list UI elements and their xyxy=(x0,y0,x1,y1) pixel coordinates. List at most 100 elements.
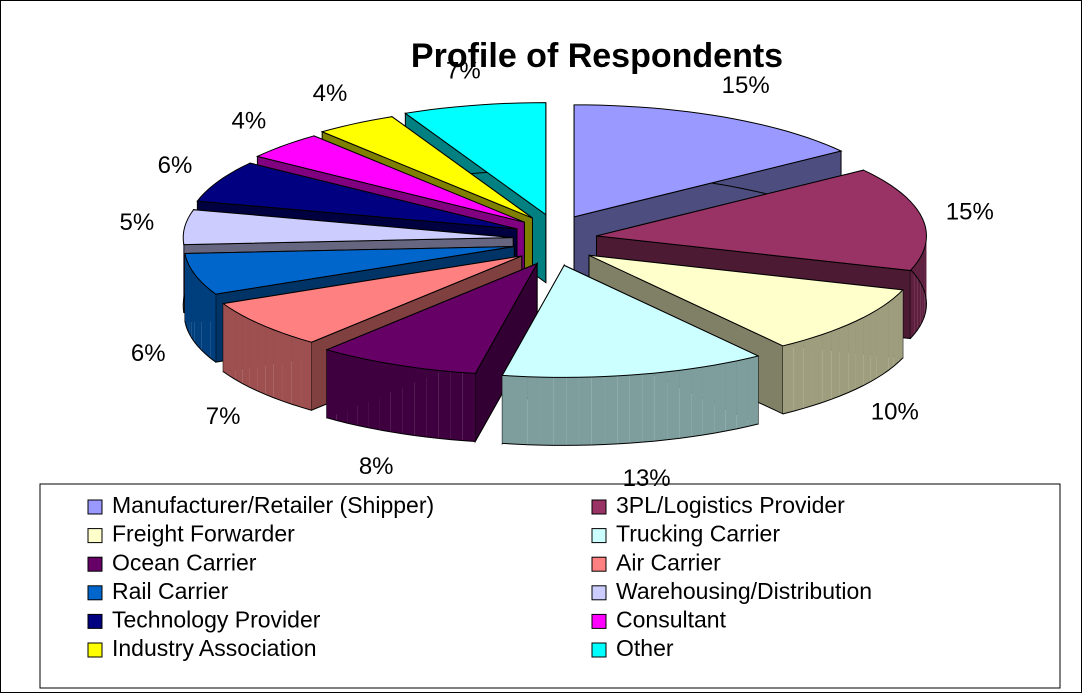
legend-swatch xyxy=(88,557,102,571)
slice-side xyxy=(920,253,922,325)
slice-side xyxy=(502,375,515,444)
slice-side xyxy=(566,377,579,445)
slice-side xyxy=(899,290,903,362)
slice-side xyxy=(189,266,191,338)
slice-side xyxy=(223,304,229,376)
legend-swatch xyxy=(592,500,606,514)
slice-side xyxy=(655,372,667,441)
slice-side xyxy=(783,343,793,414)
slice-side xyxy=(726,361,737,431)
slice-side xyxy=(463,373,475,442)
slice-side xyxy=(831,328,840,399)
legend-swatch xyxy=(592,529,606,543)
slice-side xyxy=(914,262,917,334)
legend-label: Other xyxy=(616,635,674,661)
legend-swatch xyxy=(592,586,606,600)
slice-side xyxy=(813,334,822,405)
data-label: 6% xyxy=(131,340,166,367)
slice-side xyxy=(894,294,899,366)
slice-side xyxy=(679,369,691,439)
slice-side xyxy=(803,338,813,409)
slice-side xyxy=(667,370,679,439)
legend-swatch xyxy=(592,643,606,657)
legend-swatch xyxy=(88,500,102,514)
slice-side xyxy=(922,249,924,321)
legend-label: Technology Provider xyxy=(112,606,321,632)
slice-side xyxy=(450,372,462,441)
slice-side xyxy=(211,290,216,362)
legend-swatch xyxy=(88,643,102,657)
slice-side xyxy=(642,373,654,442)
slice-side xyxy=(185,253,186,325)
legend-swatch xyxy=(592,557,606,571)
slice-side xyxy=(195,274,198,346)
slice-side xyxy=(206,286,211,358)
data-label: 13% xyxy=(623,465,671,492)
slice-side xyxy=(438,370,450,439)
slice-side xyxy=(402,366,414,436)
legend-label: Trucking Carrier xyxy=(616,521,780,547)
slice-side xyxy=(910,266,914,338)
data-label: 5% xyxy=(120,209,155,236)
slice-side xyxy=(592,377,605,445)
data-label: 8% xyxy=(359,453,394,480)
legend-swatch xyxy=(88,614,102,628)
legend-label: Industry Association xyxy=(112,635,317,661)
slice-side xyxy=(540,377,553,445)
slice-side xyxy=(877,306,883,378)
legend-label: Air Carrier xyxy=(616,549,721,575)
data-label: 6% xyxy=(158,152,193,179)
slice-side xyxy=(714,363,725,433)
slice-side xyxy=(924,245,925,317)
slice-side xyxy=(235,312,242,384)
legend-label: Freight Forwarder xyxy=(112,521,295,547)
data-label: 4% xyxy=(313,80,348,107)
slice-side xyxy=(192,270,195,342)
slice-side xyxy=(870,310,877,382)
data-label: 10% xyxy=(871,398,919,425)
slice-side xyxy=(840,325,848,396)
slice-side xyxy=(617,375,630,444)
slice-side xyxy=(283,333,292,404)
slice-side xyxy=(229,308,235,380)
legend-label: Rail Carrier xyxy=(112,578,229,604)
slice-side xyxy=(856,318,863,390)
slice-side xyxy=(426,369,438,438)
slice-side xyxy=(822,331,831,402)
slice-side xyxy=(691,367,703,437)
slice-side xyxy=(242,315,249,387)
data-label: 4% xyxy=(231,108,266,135)
slice-side xyxy=(553,377,566,445)
data-label: 7% xyxy=(446,57,481,84)
legend-label: Warehousing/Distribution xyxy=(616,578,872,604)
slice-side xyxy=(249,319,257,391)
slice-side xyxy=(358,358,369,428)
slice-side xyxy=(198,278,202,350)
legend-label: Consultant xyxy=(616,606,727,632)
slice-side xyxy=(202,282,206,354)
slice-side xyxy=(186,258,187,330)
slice-side xyxy=(737,358,748,428)
slice-side xyxy=(337,353,347,424)
slice-side xyxy=(848,321,856,393)
slice-side xyxy=(301,339,311,410)
slice-side xyxy=(748,356,759,426)
legend-label: Ocean Carrier xyxy=(112,549,257,575)
slice-side xyxy=(265,326,273,397)
slice-side xyxy=(883,302,889,374)
legend-label: 3PL/Logistics Provider xyxy=(616,492,845,518)
slice-side xyxy=(579,377,592,445)
slice-side xyxy=(863,314,870,386)
slice-side xyxy=(630,374,643,443)
slice-side xyxy=(605,376,618,445)
slice-side xyxy=(917,258,920,330)
slice-side xyxy=(703,365,715,435)
slice-side xyxy=(515,376,528,445)
slice-side xyxy=(793,340,803,411)
slice-side xyxy=(274,330,283,401)
slice-side xyxy=(187,262,189,334)
slice-side xyxy=(414,367,426,437)
legend-swatch xyxy=(88,586,102,600)
legend-swatch xyxy=(88,529,102,543)
